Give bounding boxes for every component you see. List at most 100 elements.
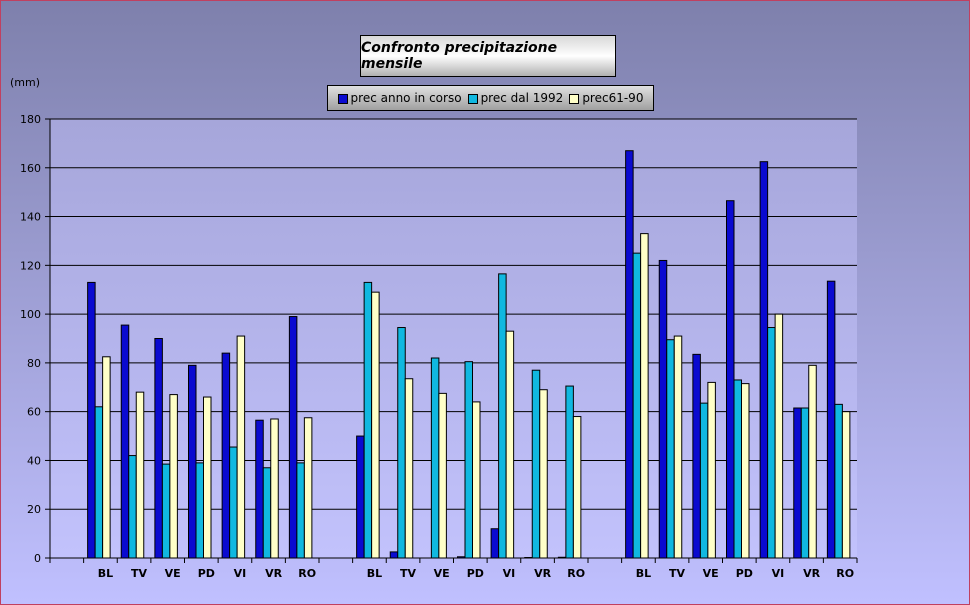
bar: [834, 403, 843, 559]
x-tick-label: BL: [367, 567, 382, 580]
bar: [793, 407, 802, 559]
legend-swatch: [337, 93, 348, 104]
x-tick-label: PD: [736, 567, 753, 580]
bar: [774, 313, 784, 559]
bar: [161, 463, 171, 559]
bar: [371, 291, 380, 559]
bar: [203, 396, 212, 559]
bar: [363, 281, 373, 559]
x-tick-label: RO: [298, 567, 316, 580]
bar: [666, 339, 675, 559]
bar: [430, 357, 440, 559]
bar: [539, 389, 548, 559]
legend-label: prec61-90: [582, 91, 644, 105]
legend-item: prec anno in corso: [337, 91, 462, 105]
bar: [169, 394, 178, 559]
bar: [800, 407, 810, 559]
bar: [262, 467, 272, 559]
x-tick-label: PD: [198, 567, 215, 580]
legend-label: prec anno in corso: [350, 91, 462, 105]
bar: [464, 361, 473, 559]
plot-area: [50, 119, 857, 558]
x-tick-label: TV: [131, 567, 148, 580]
bar: [270, 418, 279, 559]
bar: [767, 327, 776, 559]
y-tick-label: 120: [20, 259, 41, 272]
bar: [490, 528, 500, 559]
bar: [572, 416, 582, 559]
bar: [498, 273, 507, 559]
x-tick-label: VI: [772, 567, 785, 580]
bar: [625, 150, 634, 559]
bar: [692, 353, 701, 559]
bar: [236, 335, 246, 559]
bar: [707, 381, 716, 559]
legend-item: prec dal 1992: [467, 91, 563, 105]
x-tick-label: VE: [434, 567, 450, 580]
y-tick-label: 100: [20, 308, 41, 321]
bar: [303, 417, 313, 559]
bar: [733, 379, 742, 559]
bar: [808, 364, 817, 559]
y-tick-label: 140: [20, 211, 41, 224]
bar: [288, 316, 298, 559]
bar: [505, 330, 515, 559]
x-tick-label: VR: [534, 567, 552, 580]
bar: [356, 435, 365, 559]
bar: [128, 455, 137, 559]
legend-item: prec61-90: [569, 91, 643, 105]
bar: [188, 364, 197, 559]
bar: [87, 281, 96, 559]
x-tick-label: VE: [703, 567, 719, 580]
x-tick-label: RO: [567, 567, 585, 580]
bar: [404, 378, 414, 559]
bar: [102, 356, 111, 559]
legend: prec anno in corso prec dal 1992 prec61-90: [327, 85, 654, 111]
chart-title: Confronto precipitazione mensile: [360, 35, 616, 77]
x-tick-label: RO: [836, 567, 854, 580]
x-tick-label: VI: [503, 567, 516, 580]
y-tick-label: 60: [27, 406, 41, 419]
bar: [154, 338, 163, 559]
x-tick-label: BL: [98, 567, 113, 580]
bar: [221, 352, 231, 559]
x-tick-label: TV: [400, 567, 417, 580]
x-tick-label: VR: [265, 567, 283, 580]
bar: [94, 406, 104, 559]
legend-swatch: [467, 93, 478, 104]
bar: [195, 462, 204, 559]
x-tick-label: VI: [234, 567, 247, 580]
bar: [826, 280, 836, 559]
bar: [255, 419, 264, 559]
y-tick-label: 0: [34, 552, 41, 565]
bar: [841, 411, 851, 559]
bar: [565, 385, 574, 559]
x-tick-label: TV: [669, 567, 686, 580]
bar: [389, 551, 399, 559]
bar: [229, 446, 238, 559]
bar: [531, 369, 541, 559]
bar: [296, 462, 305, 559]
bar: [726, 200, 735, 559]
bar: [741, 383, 750, 559]
x-tick-label: VE: [165, 567, 181, 580]
bar: [673, 335, 683, 559]
y-tick-label: 80: [27, 357, 41, 370]
x-tick-label: VR: [803, 567, 821, 580]
y-axis-label: (mm): [10, 76, 41, 89]
x-tick-label: PD: [467, 567, 484, 580]
y-tick-label: 180: [20, 113, 41, 126]
bar: [472, 401, 481, 559]
bar: [135, 391, 145, 559]
bar: [699, 402, 709, 559]
y-tick-label: 20: [27, 503, 41, 516]
bar: [632, 252, 642, 559]
y-tick-label: 40: [27, 454, 41, 467]
bar: [397, 327, 406, 559]
legend-swatch: [569, 93, 580, 104]
bar: [640, 233, 649, 559]
y-tick-label: 160: [20, 162, 41, 175]
bar: [658, 259, 668, 559]
bar: [438, 392, 447, 559]
